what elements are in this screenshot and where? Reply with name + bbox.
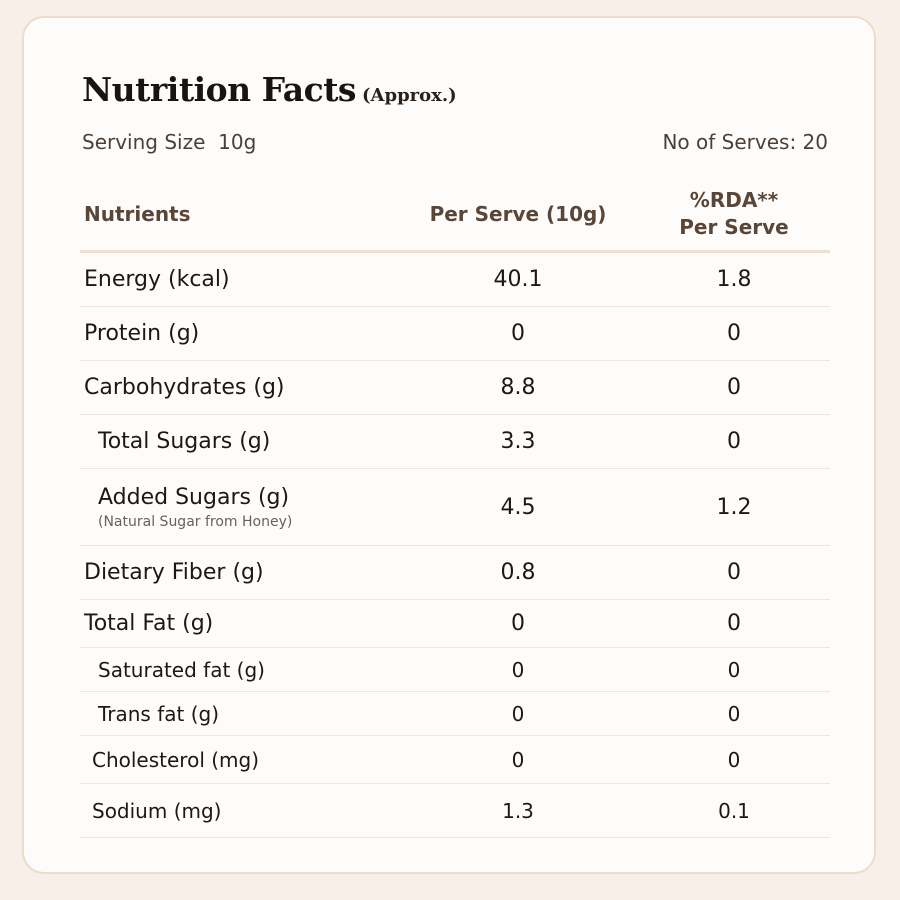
nutrient-name: Cholesterol (mg) (80, 735, 398, 784)
rda-value: 1.8 (638, 251, 830, 307)
nutrient-name: Protein (g) (80, 306, 398, 361)
per-serve-value: 1.3 (398, 783, 638, 838)
title-approx: (Approx.) (362, 85, 457, 106)
table-row: Cholesterol (mg) 0 0 (80, 735, 830, 784)
per-serve-value: 4.5 (398, 468, 638, 546)
header-nutrients: Nutrients (80, 178, 398, 253)
per-serve-value: 40.1 (398, 251, 638, 307)
header-rda-line2: Per Serve (679, 215, 789, 239)
per-serve-value: 3.3 (398, 414, 638, 469)
table-row: Protein (g) 0 0 (80, 306, 830, 361)
rda-value: 0 (638, 414, 830, 469)
header-per-serve: Per Serve (10g) (398, 178, 638, 253)
per-serve-value: 0 (398, 735, 638, 784)
nutrient-name: Energy (kcal) (80, 251, 398, 307)
header-rda: %RDA** Per Serve (638, 178, 830, 253)
nutrient-name: Carbohydrates (g) (80, 360, 398, 415)
nutrient-name: Sodium (mg) (80, 783, 398, 838)
nutrient-name: Added Sugars (g) (98, 484, 290, 510)
per-serve-value: 0 (398, 306, 638, 361)
per-serve-value: 0 (398, 647, 638, 692)
header-rda-line1: %RDA** (689, 188, 779, 212)
nutrition-card: Nutrition Facts (Approx.) Serving Size 10… (22, 16, 876, 874)
rda-value: 0 (638, 735, 830, 784)
per-serve-value: 0 (398, 599, 638, 648)
nutrient-name: Trans fat (g) (80, 691, 398, 736)
rda-value: 0 (638, 647, 830, 692)
table-row: Added Sugars (g) (Natural Sugar from Hon… (80, 468, 830, 546)
number-of-serves: No of Serves: 20 (662, 130, 828, 154)
nutrient-name: Total Fat (g) (80, 599, 398, 648)
rda-value: 0 (638, 306, 830, 361)
table-row: Saturated fat (g) 0 0 (80, 647, 830, 692)
rda-value: 1.2 (638, 468, 830, 546)
nutrient-note: (Natural Sugar from Honey) (98, 513, 293, 530)
serving-size: Serving Size 10g (82, 130, 257, 154)
rda-value: 0 (638, 691, 830, 736)
table-header-row: Nutrients Per Serve (10g) %RDA** Per Ser… (80, 178, 830, 253)
rda-value: 0 (638, 599, 830, 648)
table-row: Sodium (mg) 1.3 0.1 (80, 783, 830, 838)
rda-value: 0 (638, 545, 830, 600)
per-serve-value: 0.8 (398, 545, 638, 600)
nutrient-name: Dietary Fiber (g) (80, 545, 398, 600)
page-title: Nutrition Facts (Approx.) (82, 70, 457, 109)
nutrient-name: Saturated fat (g) (80, 647, 398, 692)
serving-info: Serving Size 10g No of Serves: 20 (82, 130, 828, 154)
rda-value: 0.1 (638, 783, 830, 838)
nutrient-name-cell: Added Sugars (g) (Natural Sugar from Hon… (80, 468, 398, 546)
nutrition-table: Nutrients Per Serve (10g) %RDA** Per Ser… (80, 178, 830, 838)
table-row: Carbohydrates (g) 8.8 0 (80, 360, 830, 415)
title-main: Nutrition Facts (82, 70, 357, 109)
table-row: Dietary Fiber (g) 0.8 0 (80, 545, 830, 600)
table-row: Trans fat (g) 0 0 (80, 691, 830, 736)
rda-value: 0 (638, 360, 830, 415)
per-serve-value: 0 (398, 691, 638, 736)
table-row: Energy (kcal) 40.1 1.8 (80, 251, 830, 307)
nutrient-name: Total Sugars (g) (80, 414, 398, 469)
table-row: Total Fat (g) 0 0 (80, 599, 830, 648)
table-row: Total Sugars (g) 3.3 0 (80, 414, 830, 469)
per-serve-value: 8.8 (398, 360, 638, 415)
